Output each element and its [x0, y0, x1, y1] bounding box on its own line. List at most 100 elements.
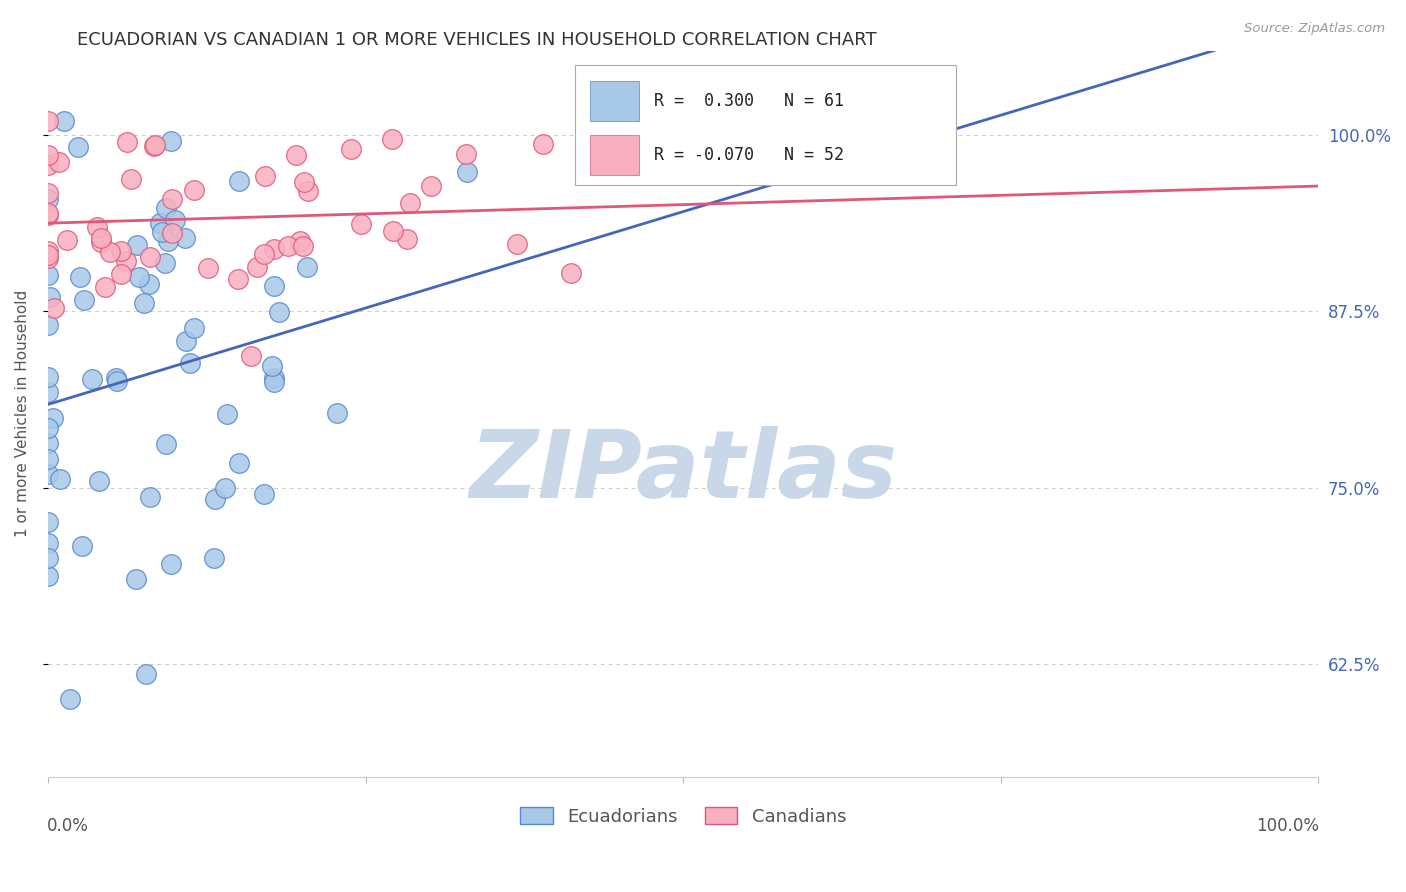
- Point: [263, 371, 285, 385]
- Point: [253, 246, 276, 260]
- Point: [253, 487, 276, 501]
- FancyBboxPatch shape: [575, 65, 956, 185]
- Point: [420, 178, 443, 193]
- Point: [294, 175, 316, 189]
- Point: [37, 148, 59, 162]
- Point: [228, 456, 250, 470]
- Point: [44, 301, 66, 315]
- Point: [155, 202, 177, 216]
- Point: [381, 132, 404, 146]
- Text: Source: ZipAtlas.com: Source: ZipAtlas.com: [1244, 22, 1385, 36]
- Point: [37, 208, 59, 222]
- Text: 0.0%: 0.0%: [46, 816, 89, 835]
- Point: [89, 474, 111, 488]
- Point: [197, 260, 219, 275]
- Point: [37, 251, 59, 265]
- Point: [41, 411, 63, 425]
- Point: [138, 490, 160, 504]
- Point: [263, 375, 285, 389]
- Point: [245, 260, 267, 274]
- Point: [105, 374, 128, 388]
- Point: [159, 134, 181, 148]
- Point: [159, 558, 181, 572]
- Point: [456, 165, 478, 179]
- Point: [160, 192, 183, 206]
- Point: [98, 244, 121, 259]
- Point: [37, 452, 59, 467]
- Text: ZIPatlas: ZIPatlas: [470, 425, 897, 517]
- Y-axis label: 1 or more Vehicles in Household: 1 or more Vehicles in Household: [15, 290, 30, 537]
- Point: [37, 370, 59, 384]
- Point: [267, 305, 290, 319]
- Point: [143, 139, 166, 153]
- Point: [139, 250, 162, 264]
- Point: [228, 174, 250, 188]
- Point: [69, 269, 91, 284]
- Point: [214, 481, 236, 495]
- Point: [37, 318, 59, 333]
- Point: [291, 239, 314, 253]
- Point: [288, 234, 311, 248]
- Point: [115, 253, 138, 268]
- Point: [128, 269, 150, 284]
- Point: [125, 238, 148, 252]
- Point: [37, 114, 59, 128]
- Point: [90, 235, 112, 249]
- Point: [37, 421, 59, 435]
- Point: [174, 334, 197, 348]
- Point: [454, 147, 477, 161]
- Point: [70, 539, 93, 553]
- Point: [149, 217, 172, 231]
- Point: [73, 293, 96, 307]
- Point: [215, 407, 238, 421]
- Point: [49, 472, 72, 486]
- Point: [37, 385, 59, 400]
- Point: [297, 184, 319, 198]
- Point: [399, 196, 422, 211]
- Point: [285, 148, 308, 162]
- Point: [277, 238, 299, 252]
- Point: [340, 142, 363, 156]
- Point: [37, 206, 59, 220]
- Point: [240, 349, 263, 363]
- Point: [560, 266, 582, 280]
- Point: [183, 183, 205, 197]
- Point: [156, 234, 179, 248]
- Point: [263, 278, 285, 293]
- Point: [155, 436, 177, 450]
- Point: [295, 260, 318, 275]
- Point: [59, 691, 82, 706]
- Point: [531, 137, 554, 152]
- Point: [37, 551, 59, 566]
- Point: [110, 244, 132, 258]
- Point: [396, 232, 419, 246]
- Point: [254, 169, 277, 183]
- FancyBboxPatch shape: [591, 135, 638, 175]
- Point: [165, 213, 187, 227]
- Point: [37, 248, 59, 262]
- Legend: Ecuadorians, Canadians: Ecuadorians, Canadians: [513, 800, 853, 833]
- Text: R = -0.070   N = 52: R = -0.070 N = 52: [654, 146, 844, 164]
- Point: [120, 172, 142, 186]
- Point: [37, 435, 59, 450]
- Text: R =  0.300   N = 61: R = 0.300 N = 61: [654, 92, 844, 110]
- Text: ECUADORIAN VS CANADIAN 1 OR MORE VEHICLES IN HOUSEHOLD CORRELATION CHART: ECUADORIAN VS CANADIAN 1 OR MORE VEHICLE…: [77, 31, 877, 49]
- Point: [110, 267, 132, 281]
- Point: [37, 192, 59, 206]
- Point: [53, 114, 76, 128]
- Point: [37, 569, 59, 583]
- Point: [204, 492, 226, 507]
- Point: [37, 536, 59, 550]
- Point: [90, 230, 112, 244]
- Point: [67, 140, 90, 154]
- Point: [263, 242, 285, 256]
- Point: [226, 272, 249, 286]
- Point: [382, 224, 405, 238]
- Point: [174, 231, 197, 245]
- Point: [325, 406, 347, 420]
- Point: [202, 550, 225, 565]
- Point: [145, 137, 167, 152]
- Point: [125, 573, 148, 587]
- Point: [48, 154, 70, 169]
- Point: [37, 186, 59, 201]
